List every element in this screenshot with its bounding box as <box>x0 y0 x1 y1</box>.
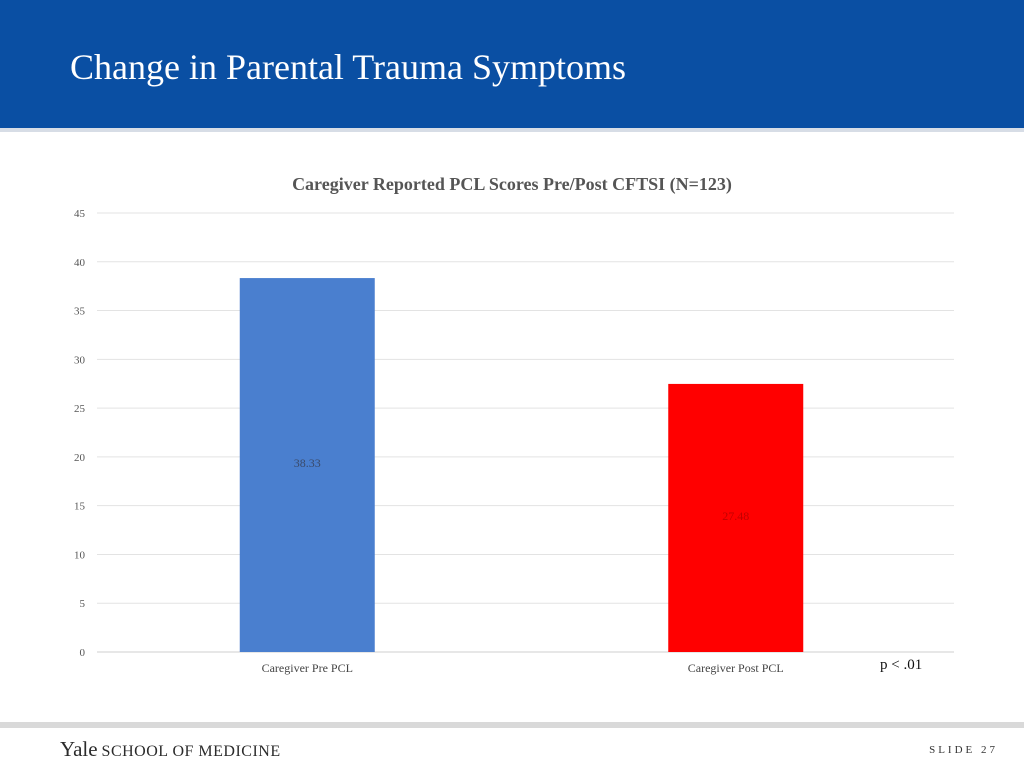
y-tick-label: 20 <box>74 452 86 464</box>
x-category-label: Caregiver Pre PCL <box>262 661 353 675</box>
bar-value-label: 38.33 <box>294 456 321 470</box>
header-band <box>0 0 1024 128</box>
chart-title: Caregiver Reported PCL Scores Pre/Post C… <box>292 174 732 194</box>
y-tick-label: 35 <box>74 306 86 318</box>
bar-value-label: 27.48 <box>722 509 749 523</box>
bar-pre <box>239 278 375 652</box>
footer-divider <box>0 722 1024 728</box>
y-tick-label: 40 <box>74 257 86 269</box>
y-tick-label: 5 <box>80 598 86 610</box>
x-category-label: Caregiver Post PCL <box>688 661 784 675</box>
bar-post <box>668 383 804 652</box>
y-tick-label: 10 <box>74 549 86 561</box>
y-tick-label: 15 <box>74 501 86 513</box>
y-tick-label: 0 <box>80 647 86 659</box>
logo-school-text: SCHOOL OF MEDICINE <box>101 743 281 760</box>
p-value-note: p < .01 <box>880 657 923 673</box>
yale-school-of-medicine-logo: Yale SCHOOL OF MEDICINE <box>60 737 281 762</box>
page-title: Change in Parental Trauma Symptoms <box>70 47 626 87</box>
slide-number: SLIDE 27 <box>929 744 998 756</box>
bar-chart: 0 5 10 15 20 25 30 35 40 45 38.33 Caregiver Pre PCL… <box>74 208 954 675</box>
y-tick-label: 45 <box>74 208 86 220</box>
y-tick-label: 30 <box>74 354 86 366</box>
y-tick-label: 25 <box>74 403 86 415</box>
header-divider <box>0 128 1024 132</box>
logo-yale-text: Yale <box>60 737 98 761</box>
